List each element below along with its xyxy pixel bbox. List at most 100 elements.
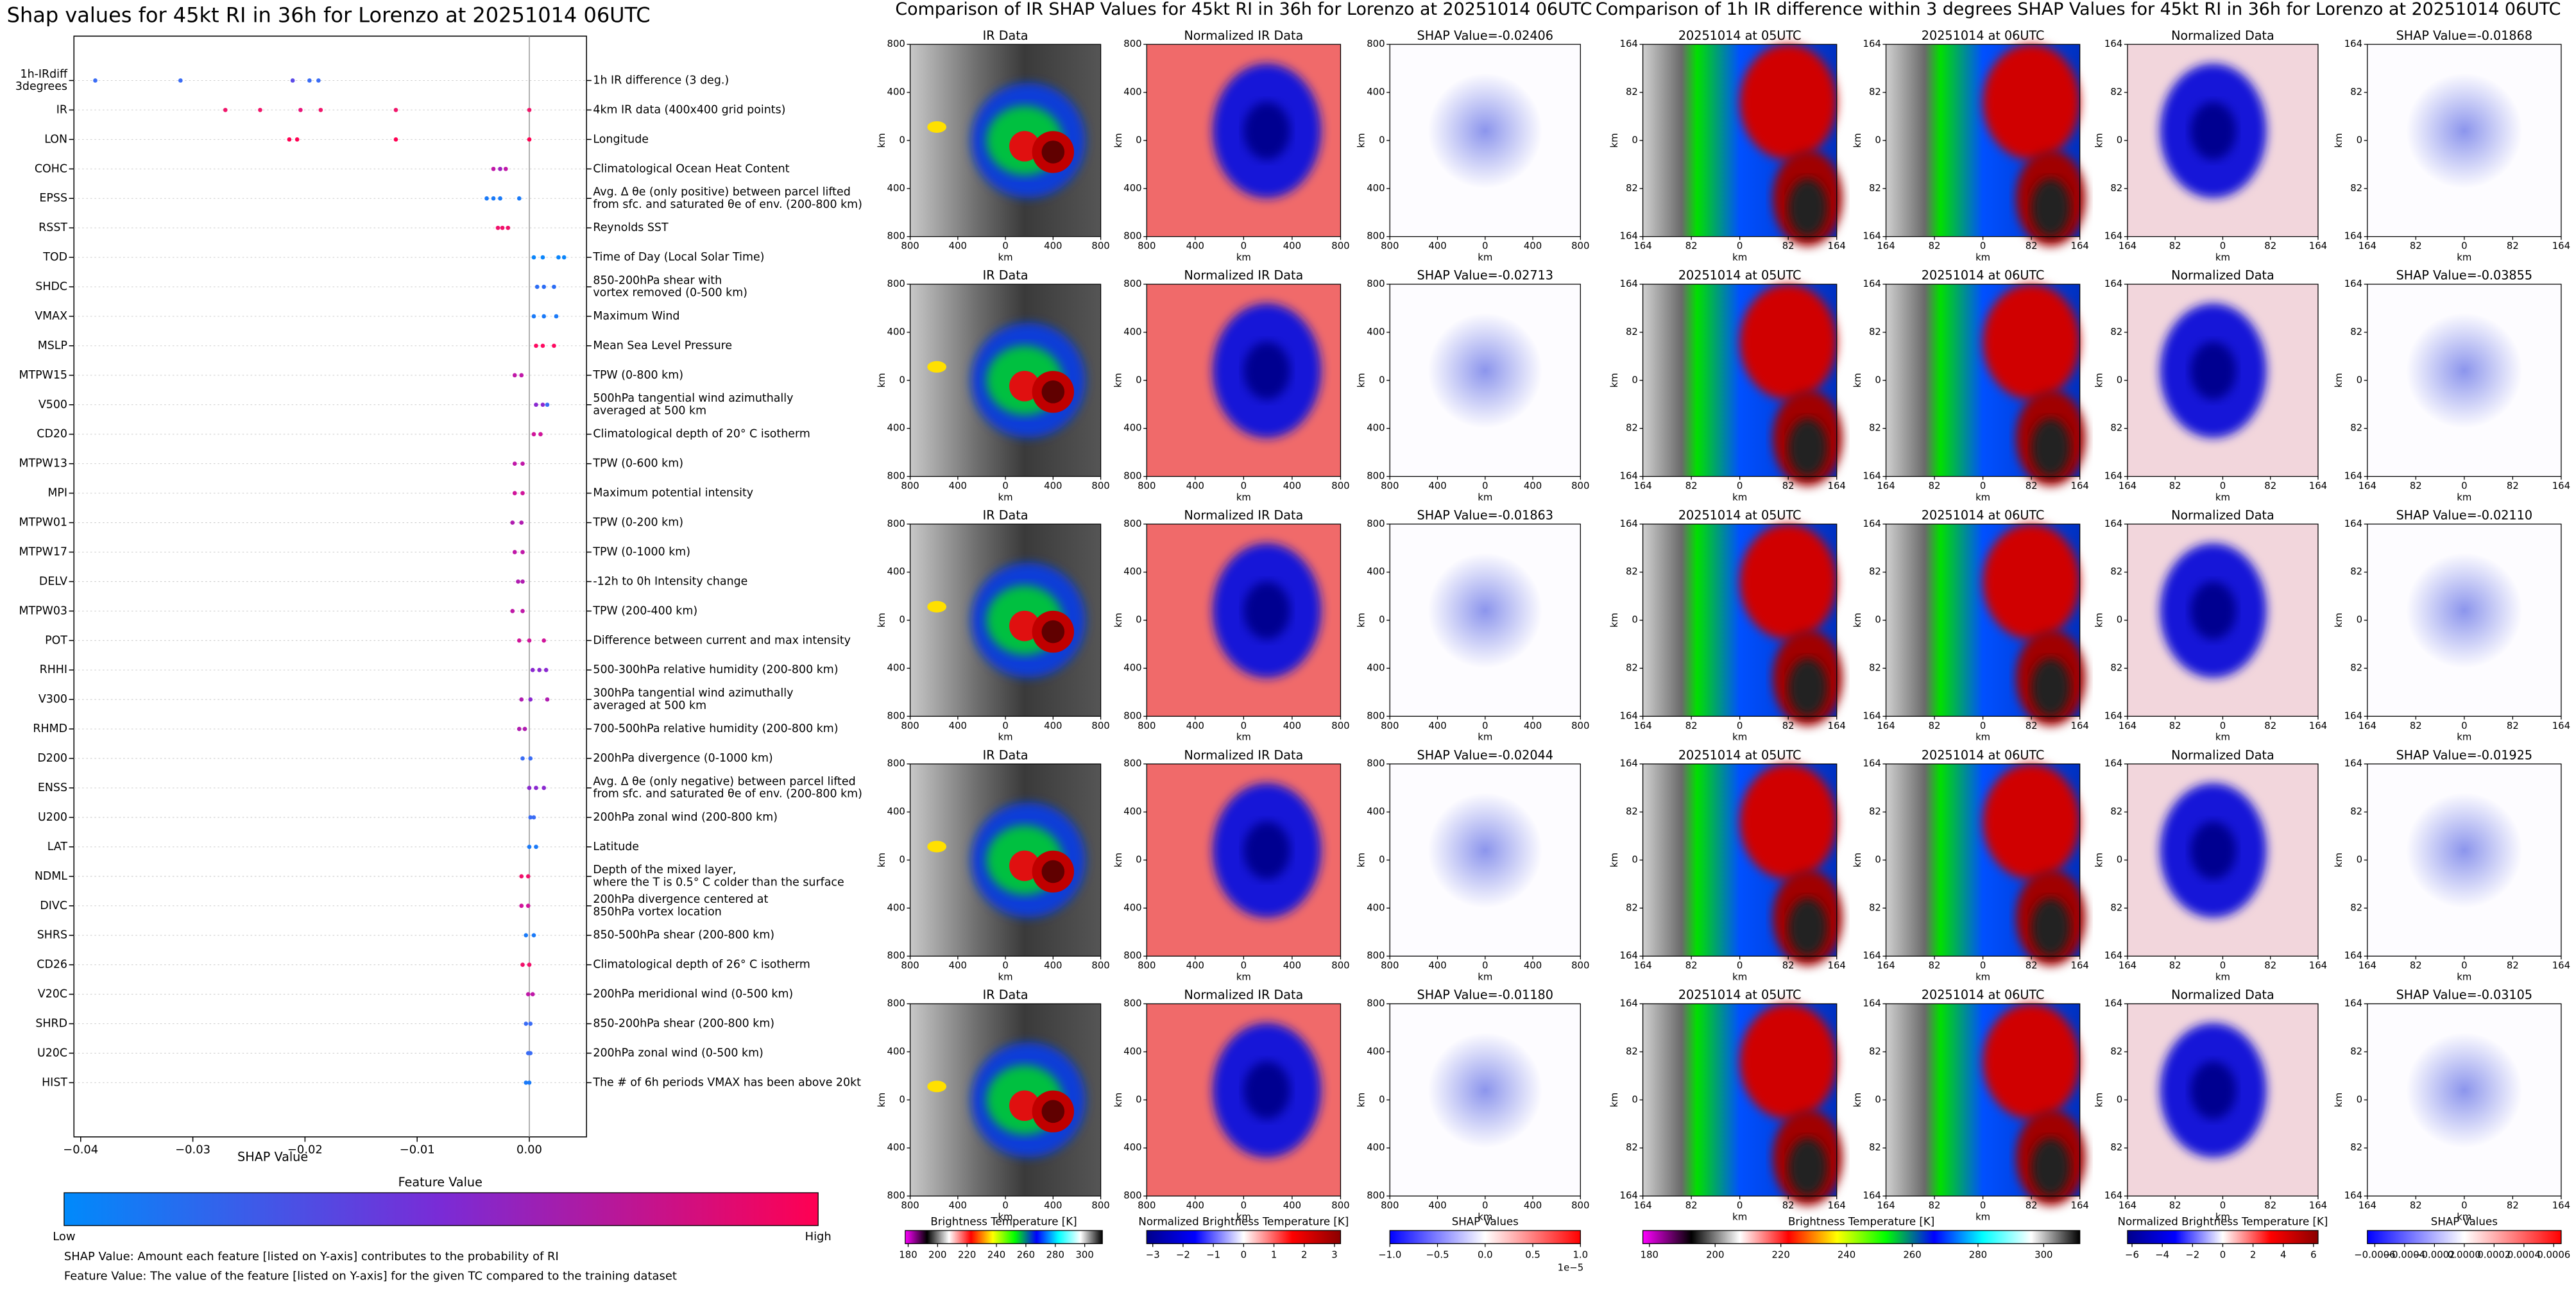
y-tick-label: 0 — [1136, 134, 1141, 146]
x-tick-label: 164 — [2071, 240, 2089, 252]
y-tick-label: 800 — [887, 1190, 905, 1201]
colorbar-tick-label: 1.0 — [1573, 1249, 1588, 1260]
x-axis-label: km — [2215, 252, 2230, 263]
y-axis-label: km — [1852, 133, 1863, 148]
shap-point — [503, 166, 508, 171]
x-tick-label: 82 — [2169, 960, 2181, 971]
x-tick-label: 0 — [1002, 720, 1008, 731]
y-tick-label: 82 — [2350, 326, 2362, 337]
y-tick-label: 164 — [1863, 470, 1881, 482]
x-tick-label: 0 — [1241, 480, 1247, 491]
y-tick-label: 800 — [1123, 710, 1141, 721]
colorbar-tick-label: 280 — [1046, 1249, 1064, 1260]
x-tick-label: 400 — [1428, 240, 1446, 252]
colorbar — [905, 1230, 1103, 1244]
x-axis-label: km — [1732, 1211, 1747, 1222]
x-tick-label: 164 — [2552, 240, 2570, 252]
y-axis-label: km — [1113, 133, 1124, 148]
y-tick-label: 0 — [2117, 614, 2122, 626]
row-description: TPW (200-400 km) — [592, 604, 697, 617]
row-label: COHC — [35, 162, 67, 175]
x-tick-label: 164 — [1877, 720, 1895, 731]
shap-point — [520, 609, 525, 613]
panel-title: IR Data — [983, 747, 1028, 762]
x-tick-label: 0 — [1737, 960, 1743, 971]
y-tick-label: 800 — [1367, 758, 1385, 769]
image-feature — [2031, 898, 2070, 957]
y-tick-label: 82 — [1869, 662, 1881, 673]
colorbar-tick-label: 1 — [1271, 1249, 1277, 1260]
shap-point — [561, 255, 567, 260]
row-description: 700-500hPa relative humidity (200-800 km… — [593, 722, 838, 735]
colorbar-high: High — [805, 1230, 832, 1243]
row-label: LAT — [47, 841, 68, 853]
shap-point — [527, 137, 532, 142]
x-tick-label: 82 — [1929, 960, 1941, 971]
shap-point — [500, 225, 505, 230]
colorbar-tick-label: 3 — [1331, 1249, 1337, 1260]
image-feature — [1243, 1061, 1290, 1120]
y-tick-label: 164 — [2344, 278, 2362, 289]
y-axis-label: km — [2333, 133, 2344, 148]
x-tick-label: 0 — [1482, 480, 1488, 491]
y-tick-label: 400 — [887, 326, 905, 337]
row-description: The # of 6h periods VMAX has been above … — [592, 1076, 861, 1089]
y-tick-label: 82 — [2110, 806, 2122, 817]
shap-point — [528, 815, 533, 820]
x-axis-label: km — [2457, 1211, 2471, 1222]
x-tick-label: 400 — [949, 720, 967, 731]
image-feature — [2190, 102, 2237, 160]
panel-title: Normalized Data — [2171, 747, 2274, 762]
y-tick-label: 800 — [1367, 38, 1385, 49]
y-tick-label: 164 — [1863, 997, 1881, 1009]
shap-point — [520, 461, 525, 466]
panel-title: SHAP Value=-0.01180 — [1417, 987, 1553, 1002]
y-tick-label: 82 — [1626, 182, 1638, 194]
shap-point — [527, 1080, 532, 1085]
y-tick-label: 800 — [887, 470, 905, 482]
colorbar — [64, 1192, 819, 1226]
shap-point — [531, 255, 536, 260]
y-axis-label: km — [1852, 373, 1863, 388]
y-tick-label: 82 — [1869, 422, 1881, 434]
y-tick-label: 400 — [887, 86, 905, 98]
x-tick-label: 82 — [2264, 960, 2276, 971]
y-tick-label: 164 — [2104, 230, 2122, 242]
y-tick-label: 82 — [2350, 1045, 2362, 1057]
y-tick-label: 0 — [899, 614, 905, 626]
y-axis-label: km — [1113, 613, 1124, 627]
colorbar-tick-label: 2 — [1301, 1249, 1307, 1260]
y-tick-label: 164 — [1863, 950, 1881, 961]
x-tick-label: 400 — [1428, 1199, 1446, 1211]
image-feature — [1983, 524, 2080, 640]
y-tick-label: 0 — [899, 134, 905, 146]
colorbar-tick-label: 0.0000 — [2448, 1249, 2481, 1260]
row-description: Maximum potential intensity — [593, 487, 753, 500]
image-feature — [1739, 1003, 1837, 1120]
y-tick-label: 400 — [887, 662, 905, 673]
y-tick-label: 800 — [887, 278, 905, 289]
x-tick-label: 0 — [1002, 480, 1008, 491]
shap-point — [520, 491, 525, 495]
y-axis-label: km — [1356, 133, 1367, 148]
x-tick-label: 82 — [1782, 960, 1795, 971]
image-feature — [2031, 418, 2070, 477]
y-tick-label: 82 — [1626, 422, 1638, 434]
x-tick-label: 800 — [1571, 480, 1589, 491]
row-description: Time of Day (Local Solar Time) — [592, 251, 764, 264]
x-tick-label: 800 — [1138, 1199, 1156, 1211]
x-tick-label: 800 — [1571, 240, 1589, 252]
x-tick-label: 400 — [949, 480, 967, 491]
x-axis-label: km — [998, 491, 1013, 503]
y-tick-label: 164 — [2104, 997, 2122, 1009]
x-axis-label: km — [2215, 491, 2230, 503]
image-feature — [1788, 1138, 1827, 1197]
y-axis-label: km — [876, 853, 887, 867]
x-tick-label: 164 — [2358, 240, 2376, 252]
image-feature — [2031, 178, 2070, 237]
row-description: 850-200hPa shear (200-800 km) — [593, 1018, 774, 1030]
panel-title: SHAP Value=-0.01863 — [1417, 508, 1553, 523]
